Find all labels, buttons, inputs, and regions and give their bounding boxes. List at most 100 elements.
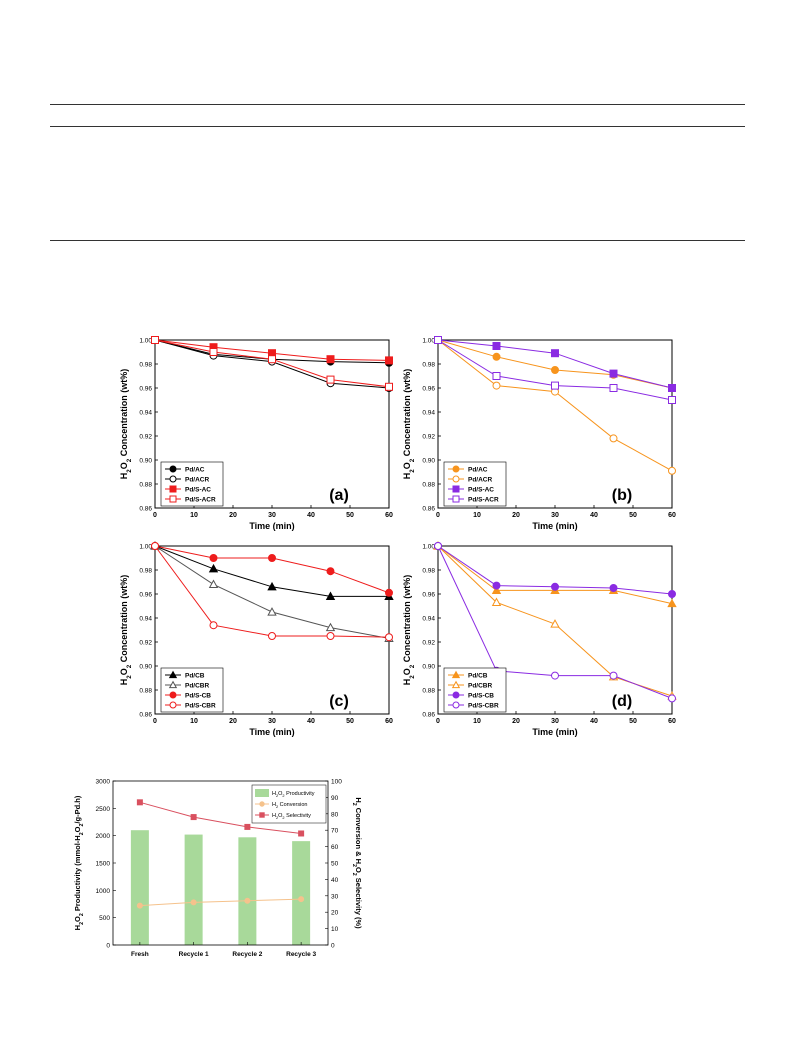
data-point: [151, 542, 159, 550]
y-tick-label: 0.92: [139, 640, 152, 647]
data-point: [668, 694, 676, 703]
data-point: [668, 466, 676, 475]
data-point: [385, 382, 393, 391]
y-tick-label: 3000: [96, 779, 111, 786]
data-point: [609, 671, 618, 680]
data-point: [209, 348, 218, 356]
x-tick-label: 50: [346, 512, 354, 519]
legend-entry: Pd/S-ACR: [185, 497, 216, 504]
data-point: [491, 597, 502, 606]
y-tick-label: 0.92: [422, 434, 435, 441]
bar: [292, 841, 311, 945]
panel-label: (a): [329, 487, 349, 504]
legend-marker: [169, 495, 177, 503]
legend-marker: [169, 475, 177, 483]
y-axis-label: H2O2 Concentration (wt%): [402, 575, 416, 686]
data-point: [325, 591, 336, 600]
legend-marker: [451, 670, 461, 679]
legend-marker: [259, 812, 265, 818]
data-point: [492, 581, 501, 590]
data-point: [491, 585, 502, 594]
data-point: [136, 902, 143, 909]
chart-panel-recycle: 0 500 1000 1500 2000 2500 3000 0 10 20 30 40 50 60 70 8…: [73, 779, 363, 959]
data-point: [268, 355, 276, 364]
y-tick-label: 0.90: [422, 664, 435, 671]
data-point: [326, 632, 335, 640]
x-tick-label: 0: [153, 718, 157, 725]
data-point: [551, 582, 559, 591]
data-point: [298, 830, 305, 837]
data-point: [492, 352, 501, 361]
data-point: [325, 622, 336, 632]
y-right-tick-label: 10: [331, 926, 339, 933]
x-tick-label: 60: [385, 718, 393, 725]
y-right-tick-label: 50: [331, 861, 339, 868]
bar: [238, 837, 257, 945]
legend-entry: H2O2 Productivity: [272, 791, 315, 798]
y-tick-label: 0.94: [139, 410, 152, 417]
legend-entry: Pd/ACR: [468, 477, 493, 484]
y-tick-label: 0.90: [139, 458, 152, 465]
data-point: [550, 619, 560, 628]
x-tick-label: 30: [268, 718, 276, 725]
data-point: [326, 567, 335, 576]
data-point: [326, 375, 335, 384]
data-point: [492, 372, 501, 380]
legend-marker: [169, 465, 177, 473]
y-tick-label: 0.94: [139, 616, 152, 623]
x-tick-label: 30: [268, 512, 276, 519]
legend-marker: [452, 475, 460, 483]
legend-entry: Pd/S-CB: [185, 693, 211, 700]
x-tick-label: 0: [436, 512, 440, 519]
table-top-rule: [50, 104, 745, 105]
data-point: [385, 588, 393, 597]
data-point: [551, 366, 559, 374]
x-tick-label: Recycle 2: [232, 951, 262, 958]
legend-marker: [452, 495, 460, 503]
x-tick-label: 10: [473, 512, 481, 519]
x-tick-label: 50: [346, 718, 354, 725]
y-tick-label: 0.86: [422, 712, 435, 719]
y-tick-label: 0.88: [422, 482, 435, 489]
chart-panel-b: 0 10 20 30 40 50 60 0.86 0.88 0.90 0.92 0.94 0.96 0.9…: [402, 336, 676, 531]
data-point: [492, 381, 501, 390]
x-tick-label: 50: [629, 718, 637, 725]
series-line-0: [437, 339, 673, 389]
data-point: [609, 384, 618, 392]
y-tick-label: 0.88: [139, 688, 152, 695]
legend-marker: [451, 680, 461, 689]
legend-entry: Pd/AC: [185, 467, 205, 474]
panel-label: (c): [329, 693, 349, 710]
chart-panel-a: 0 10 20 30 40 50 60 0.86 0.88 0.90 0.92 0.94 0.96 0.9…: [119, 336, 393, 531]
y-tick-label: 0.96: [139, 592, 152, 599]
legend-entry: Pd/S-CB: [468, 693, 494, 700]
series-line-2: [437, 339, 673, 389]
x-tick-label: 20: [229, 512, 237, 519]
x-tick-label: 0: [436, 718, 440, 725]
y-tick-label: 0.86: [139, 712, 152, 719]
x-tick-label: 10: [473, 718, 481, 725]
legend-entry: Pd/AC: [468, 467, 488, 474]
legend-marker: [168, 670, 178, 679]
data-point: [434, 336, 442, 344]
series-line-1: [139, 801, 302, 834]
data-point: [151, 336, 159, 344]
x-tick-label: 60: [668, 512, 676, 519]
data-point: [136, 799, 143, 806]
y-right-tick-label: 20: [331, 910, 339, 917]
y-tick-label: 0.96: [422, 386, 435, 393]
data-point: [268, 632, 276, 640]
y-tick-label: 1.00: [422, 338, 435, 345]
y-right-tick-label: 100: [331, 779, 342, 786]
data-point: [209, 621, 218, 630]
legend-entry: H2 Conversion: [272, 802, 307, 809]
legend-entry: Pd/S-CBR: [185, 703, 216, 710]
x-tick-label: 40: [307, 718, 315, 725]
data-point: [609, 584, 618, 592]
x-tick-label: 10: [190, 718, 198, 725]
x-tick-label: Fresh: [131, 951, 149, 958]
chart-panel-c: 0 10 20 30 40 50 60 0.86 0.88 0.90 0.92 0.94 0.96 0.9…: [119, 541, 394, 737]
data-point: [244, 823, 251, 830]
y-tick-label: 0.92: [139, 434, 152, 441]
y-right-tick-label: 70: [331, 828, 339, 835]
